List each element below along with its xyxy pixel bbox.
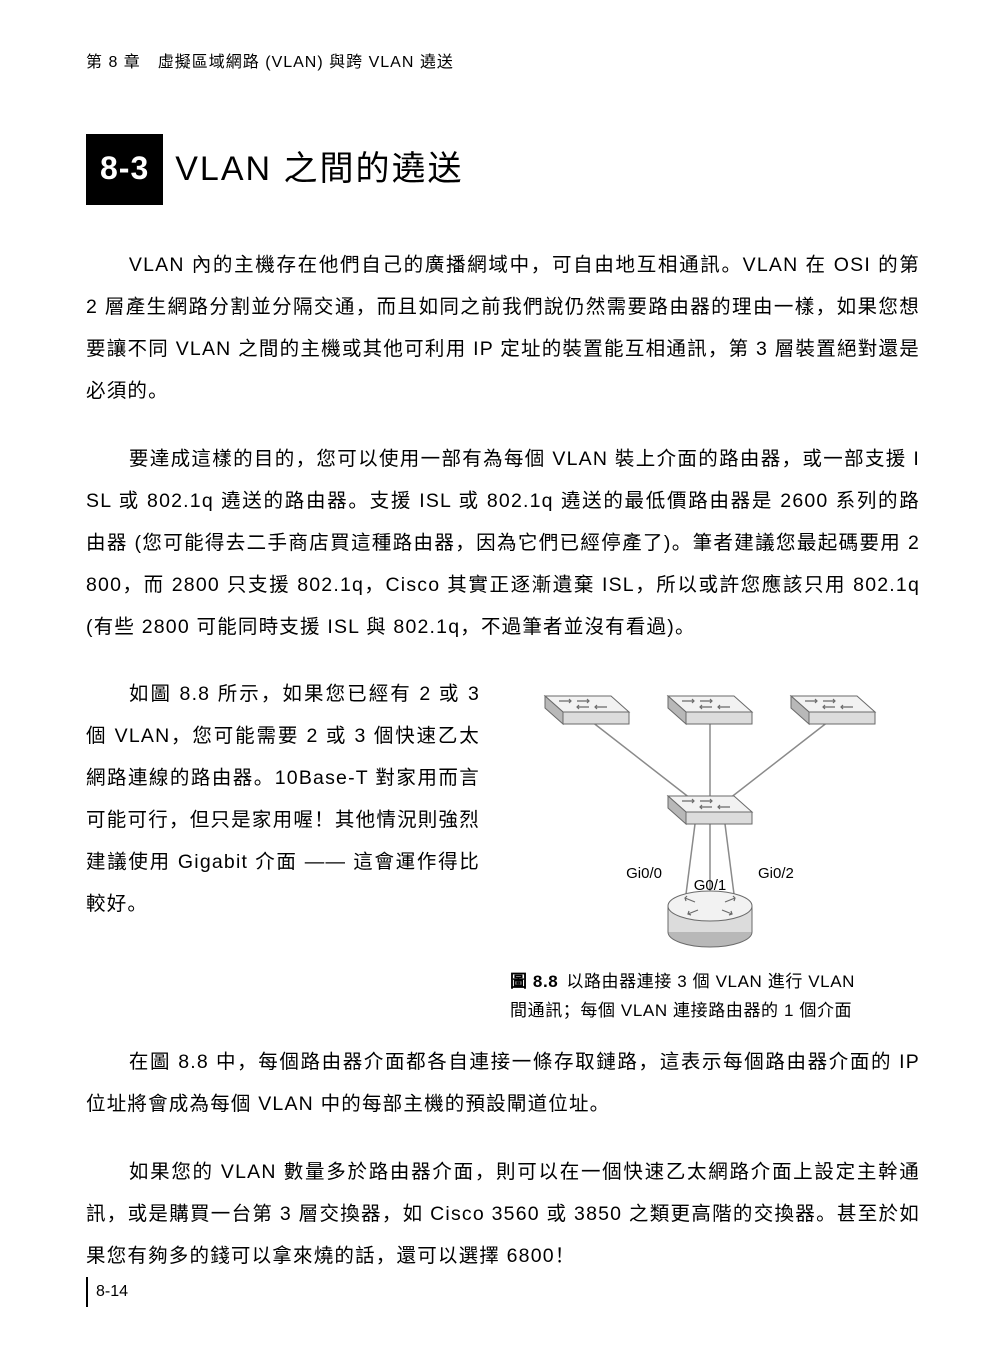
port-label-gi00: Gi0/0 (626, 865, 662, 882)
switch-top-center-icon (668, 696, 752, 724)
paragraph-2: 要達成這樣的目的，您可以使用一部有為每個 VLAN 裝上介面的路由器，或一部支援… (86, 439, 920, 649)
switch-center-icon (668, 796, 752, 824)
section-number-box: 8-3 (86, 134, 163, 205)
figure-caption: 圖 8.8 以路由器連接 3 個 VLAN 進行 VLAN 間通訊；每個 VLAN… (500, 968, 920, 1026)
paragraph-4: 在圖 8.8 中，每個路由器介面都各自連接一條存取鏈路，這表示每個路由器介面的 … (86, 1042, 920, 1126)
port-label-gi02: Gi0/2 (758, 865, 794, 882)
router-icon (668, 891, 752, 947)
page-number: 8-14 (86, 1277, 128, 1307)
switch-top-left-icon (545, 696, 629, 724)
section-title: 8-3 VLAN 之間的遶送 (86, 134, 920, 205)
section-title-text: VLAN 之間的遶送 (175, 137, 463, 202)
figure-caption-line2: 間通訊；每個 VLAN 連接路由器的 1 個介面 (510, 1001, 852, 1020)
figure-caption-line1: 以路由器連接 3 個 VLAN 進行 VLAN (566, 972, 855, 991)
paragraph-3: 如圖 8.8 所示，如果您已經有 2 或 3 個 VLAN，您可能需要 2 或 … (86, 674, 480, 926)
figure-number: 圖 8.8 (510, 972, 558, 991)
paragraph-5: 如果您的 VLAN 數量多於路由器介面，則可以在一個快速乙太網路介面上設定主幹通… (86, 1152, 920, 1278)
paragraph-1: VLAN 內的主機存在他們自己的廣播網域中，可自由地互相通訊。VLAN 在 OS… (86, 245, 920, 413)
chapter-header: 第 8 章 虛擬區域網路 (VLAN) 與跨 VLAN 遶送 (86, 48, 920, 78)
figure-8-8-diagram: Gi0/0 G0/1 Gi0/2 (515, 674, 905, 954)
switch-top-right-icon (791, 696, 875, 724)
